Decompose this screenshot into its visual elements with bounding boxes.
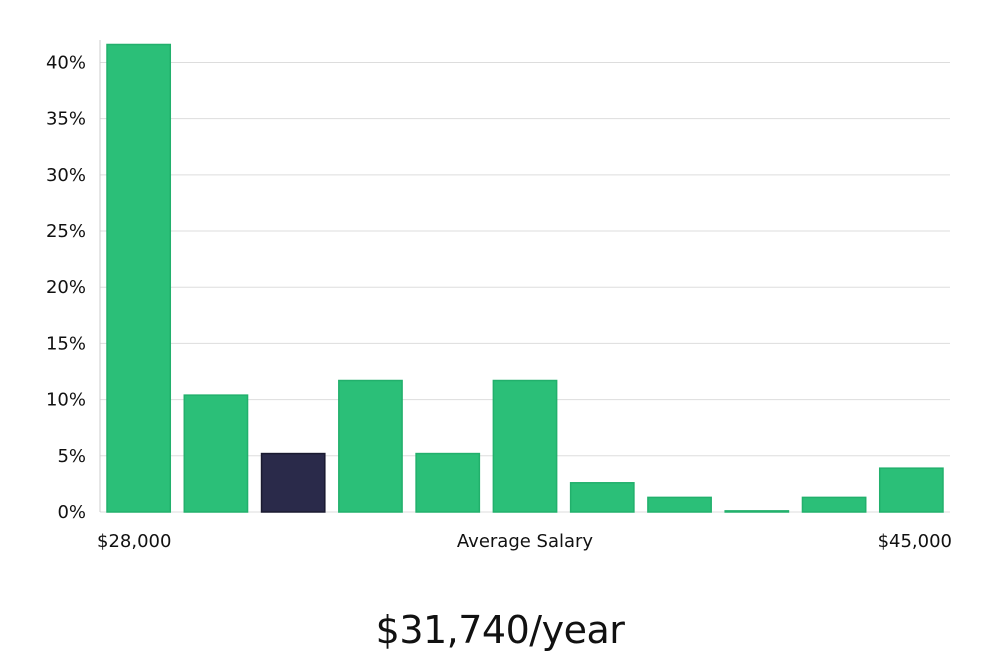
bar [878,467,944,513]
bar [183,394,249,513]
bar-highlighted [260,452,326,513]
x-end-label: $45,000 [878,531,952,552]
bar [724,510,790,513]
bar [492,379,558,513]
x-start-label: $28,000 [97,531,171,552]
y-tick-label: 5% [57,446,86,467]
y-tick-label: 15% [46,333,86,354]
average-salary-caption: $31,740/year [375,608,625,652]
salary-histogram: 0% 5% 10% 15% 20% 25% 30% 35% 40% $28,000 Averag… [46,40,952,552]
y-tick-label: 35% [46,109,86,130]
y-tick-labels: 0% 5% 10% 15% 20% 25% 30% 35% 40% [46,52,86,523]
bars [106,43,944,513]
bar [338,379,403,513]
bar [647,496,712,513]
x-axis-title: Average Salary [457,531,594,552]
y-tick-label: 25% [46,221,86,242]
y-tick-label: 10% [46,390,86,411]
y-tick-label: 0% [57,502,86,523]
y-tick-label: 40% [46,52,86,73]
bar [415,452,481,513]
y-tick-label: 20% [46,277,86,298]
bar [106,43,172,513]
bar [801,496,867,513]
bar [569,482,635,513]
y-tick-label: 30% [46,165,86,186]
